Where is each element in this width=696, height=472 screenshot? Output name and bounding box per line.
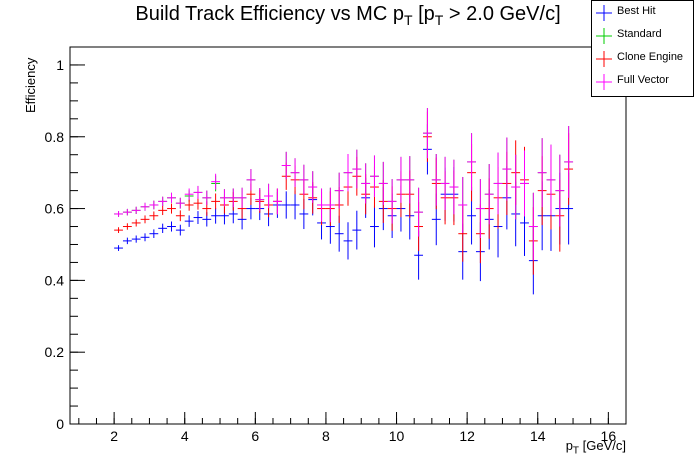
legend-label-best-hit: Best Hit [617,5,656,17]
y-tick-label: 1 [56,57,64,73]
x-tick-label: 8 [322,428,330,444]
x-tick-label: 12 [459,428,475,444]
series-clone-engine [114,111,574,275]
y-tick-label: 0 [56,416,64,432]
legend-label-full-vector: Full Vector [617,74,669,86]
plot-frame [69,46,627,425]
x-tick-label: 10 [389,428,405,444]
x-tick-label: 14 [530,428,546,444]
legend-item-best-hit: Best Hit [592,2,693,24]
legend-item-full-vector: Full Vector [592,71,693,93]
series-standard [114,108,574,261]
legend-item-clone-engine: Clone Engine [592,48,693,70]
legend-label-standard: Standard [617,28,662,40]
chart-title: Build Track Efficiency vs MC pT [pT > 2.… [135,3,561,28]
x-tick-label: 4 [181,428,189,444]
legend-item-standard: Standard [592,25,693,47]
x-tick-label: 16 [601,428,617,444]
y-tick-label: 0.6 [45,201,65,217]
y-axis-label: Efficiency [23,57,38,113]
legend-label-clone-engine: Clone Engine [617,51,684,63]
y-tick-label: 0.4 [45,272,65,288]
y-tick-label: 0.2 [45,344,65,360]
series-layer [114,108,574,295]
series-full-vector [114,108,574,261]
legend-marker-standard [596,28,612,44]
legend-marker-clone-engine [596,51,612,67]
x-tick-label: 6 [251,428,259,444]
x-tick-label: 2 [110,428,118,444]
x-axis: 2 4 6 8 10 12 14 16 [78,412,627,444]
series-best-hit [114,124,574,295]
legend-marker-full-vector [596,74,612,90]
legend-marker-best-hit [596,5,612,21]
y-tick-label: 0.8 [45,129,65,145]
x-axis-label: pT [GeV/c] [565,438,626,457]
y-axis: 0 0.2 0.4 0.6 0.8 1 [45,46,85,432]
legend: Best Hit Standard Clone Engine Full Vect… [591,0,694,97]
